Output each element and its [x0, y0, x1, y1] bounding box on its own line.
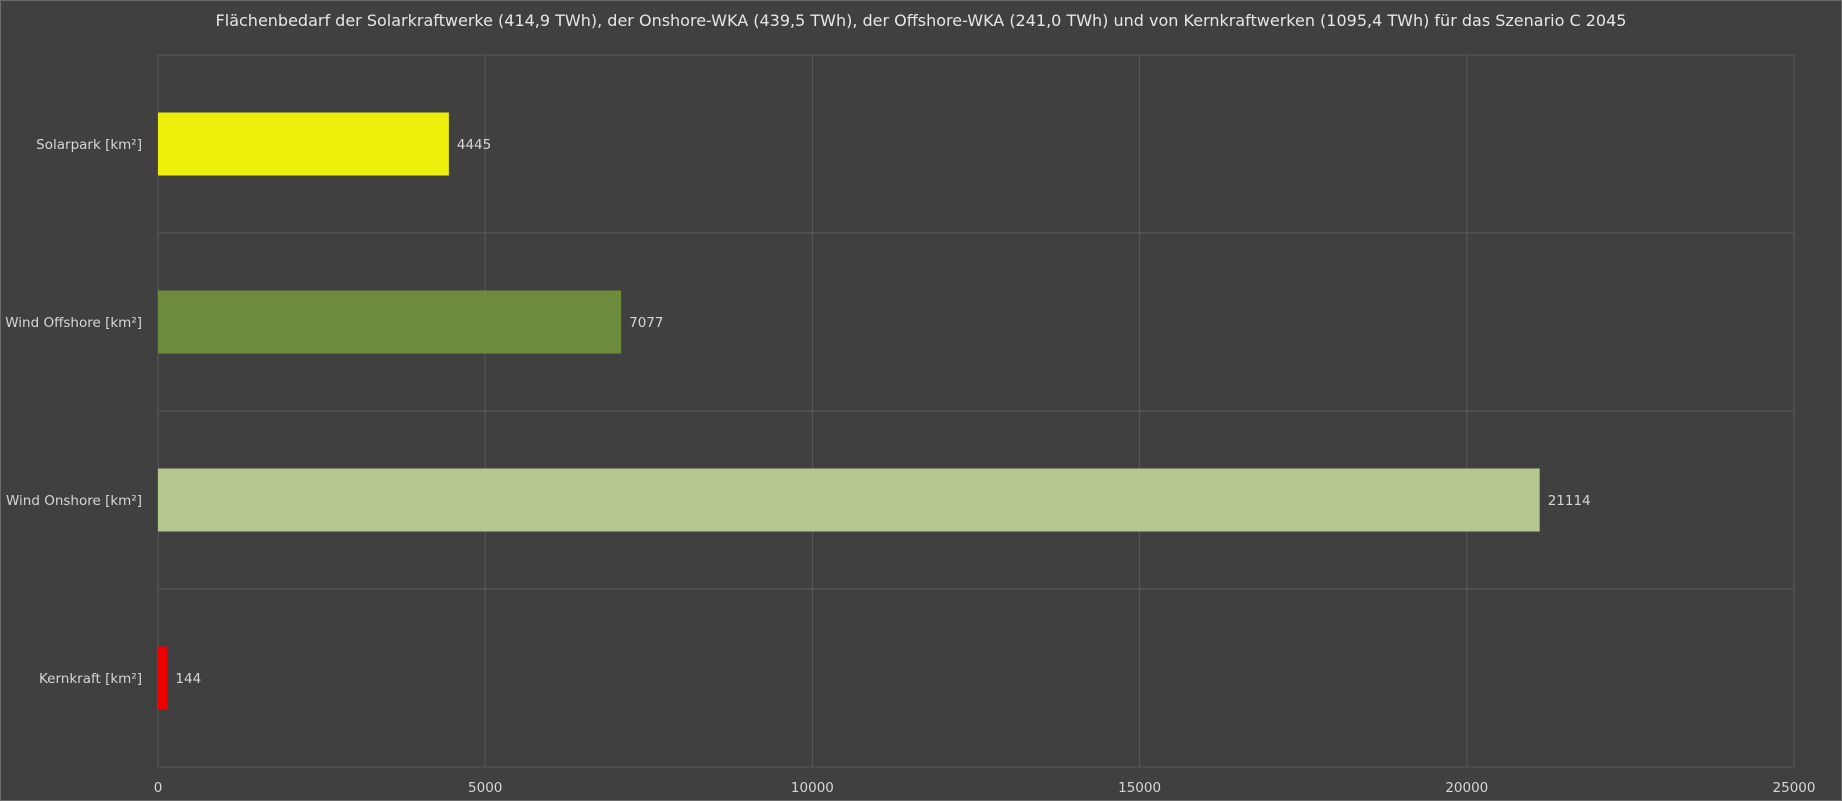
data-label: 21114 — [1548, 493, 1591, 509]
bar — [158, 646, 168, 710]
x-tick-label: 15000 — [1118, 780, 1161, 796]
bar — [158, 112, 449, 176]
chart-title: Flächenbedarf der Solarkraftwerke (414,9… — [215, 11, 1627, 30]
category-label: Wind Offshore [km²] — [5, 315, 142, 331]
x-tick-label: 0 — [154, 780, 163, 796]
x-tick-label: 10000 — [791, 780, 834, 796]
category-label: Wind Onshore [km²] — [6, 493, 142, 509]
data-label: 4445 — [457, 137, 491, 153]
category-label: Kernkraft [km²] — [39, 671, 142, 687]
bar — [158, 468, 1540, 532]
category-label: Solarpark [km²] — [36, 137, 142, 153]
data-label: 144 — [175, 671, 201, 687]
bar — [158, 290, 622, 354]
x-tick-label: 5000 — [468, 780, 502, 796]
data-label: 7077 — [629, 315, 663, 331]
x-tick-label: 25000 — [1773, 780, 1816, 796]
x-tick-label: 20000 — [1445, 780, 1488, 796]
